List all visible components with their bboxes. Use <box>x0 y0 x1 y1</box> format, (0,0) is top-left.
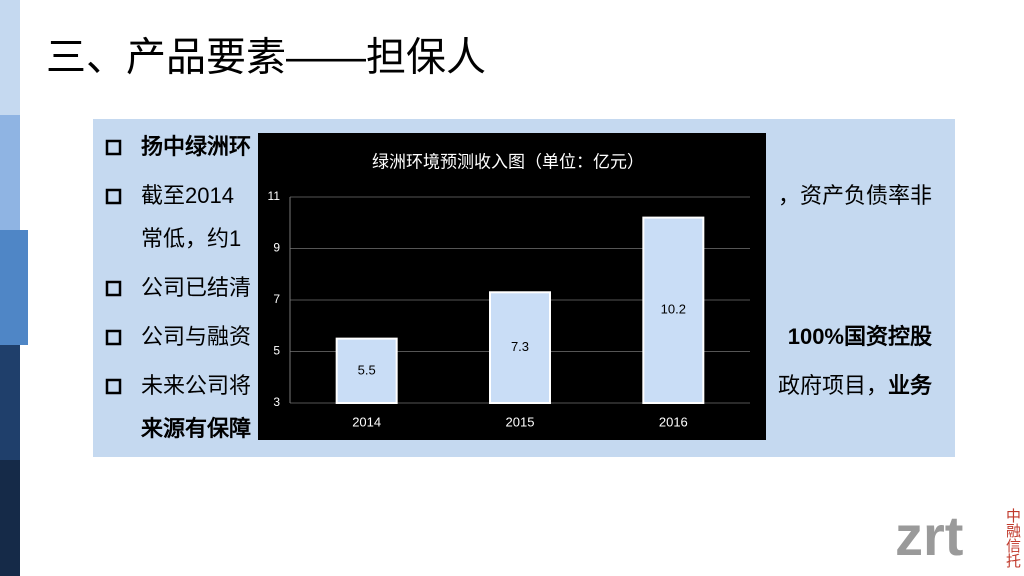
text-part: 政府项目， <box>778 373 888 398</box>
bullet-text: 常低，约1 <box>141 226 241 251</box>
text-part: 截至2014 <box>141 183 234 208</box>
logo-mark: zrt <box>895 504 963 567</box>
text-part: 100%国资控股 <box>788 324 932 349</box>
value-label: 5.5 <box>358 362 376 377</box>
text-part: ，资产负债率非 <box>778 183 932 208</box>
strip <box>0 0 20 115</box>
text-part: 公司与融资 <box>141 324 251 349</box>
bullet-text: ，资产负债率非 <box>778 183 932 208</box>
text-part: 未来公司将 <box>141 373 251 398</box>
bullet-text: 公司与融资 <box>141 324 251 349</box>
bullet-text: 公司已结清 <box>141 275 251 300</box>
bullet-text: 100%国资控股 <box>788 324 932 349</box>
bullet-box <box>105 280 122 297</box>
chart: 绿洲环境预测收入图（单位：亿元） 3 5 7 9 11 5.5 2014 7.3 2015 10.2… <box>258 133 766 440</box>
text-part: 常低，约1 <box>141 226 241 251</box>
bar <box>335 337 398 404</box>
bullet-box <box>105 329 122 346</box>
strip <box>0 115 20 230</box>
x-tick-label: 2015 <box>506 414 535 429</box>
strip <box>0 345 20 460</box>
y-tick-label: 7 <box>273 292 280 306</box>
bullet-box <box>105 378 122 395</box>
text-part: 来源有保障 <box>140 416 251 441</box>
x-tick-label: 2016 <box>659 414 688 429</box>
bullet-text: 未来公司将 <box>141 373 251 398</box>
value-label: 10.2 <box>661 302 686 317</box>
text-part: 业务 <box>888 373 933 398</box>
text-part: 扬中绿洲环 <box>141 134 251 159</box>
bullet-text: 来源有保障 <box>140 416 251 441</box>
strip <box>0 460 20 576</box>
bar <box>489 291 551 404</box>
value-label: 7.3 <box>511 339 529 354</box>
strip <box>0 230 28 345</box>
bullet-text: 截至2014 <box>141 183 234 208</box>
slide-title: 三、产品要素——担保人 <box>46 36 486 80</box>
y-tick-label: 3 <box>273 395 280 409</box>
bar <box>642 216 705 404</box>
logo-name: 中融信托 <box>1004 508 1021 568</box>
bullet-box <box>105 139 122 156</box>
chart-title: 绿洲环境预测收入图（单位：亿元） <box>372 152 644 171</box>
x-tick-label: 2014 <box>352 414 381 429</box>
bullet-text: 扬中绿洲环 <box>141 134 251 159</box>
bullet-box <box>105 188 122 205</box>
y-tick-label: 5 <box>273 344 280 358</box>
y-tick-label: 9 <box>273 241 280 255</box>
text-part: 公司已结清 <box>141 275 251 300</box>
y-tick-label: 11 <box>268 189 281 203</box>
bullet-text: 政府项目，业务 <box>778 373 933 398</box>
